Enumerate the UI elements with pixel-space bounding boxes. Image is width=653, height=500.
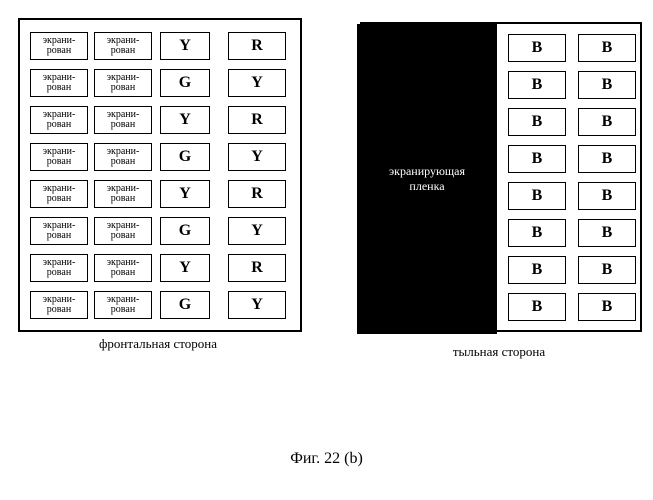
front-cell: G [160,143,210,171]
front-cell: Y [228,69,286,97]
back-cell: B [578,219,636,247]
front-cell: экрани- рован [30,217,88,245]
front-cell: R [228,106,286,134]
front-cell: G [160,69,210,97]
front-cell: экрани- рован [30,32,88,60]
front-cell: экрани- рован [30,69,88,97]
front-cell: экрани- рован [30,143,88,171]
back-cell: B [578,71,636,99]
back-cell: B [578,256,636,284]
front-cell: экрани- рован [94,106,152,134]
back-cell: B [578,34,636,62]
shielding-film: экранирующая пленка [357,24,497,334]
front-cell: экрани- рован [94,217,152,245]
front-cell: R [228,32,286,60]
back-cell: B [508,145,566,173]
front-cell: Y [160,32,210,60]
back-cell: B [578,108,636,136]
front-cell: экрани- рован [30,106,88,134]
front-cell: экрани- рован [94,254,152,282]
back-cell: B [508,293,566,321]
front-cell: Y [160,180,210,208]
front-cell: Y [228,143,286,171]
front-caption: фронтальная сторона [18,336,298,352]
front-cell: R [228,254,286,282]
back-cell: B [508,256,566,284]
back-caption: тыльная сторона [360,344,638,360]
front-cell: экрани- рован [94,32,152,60]
front-cell: Y [228,291,286,319]
back-cell: B [508,71,566,99]
front-cell: Y [160,106,210,134]
front-cell: G [160,217,210,245]
shielding-film-label: экранирующая пленка [389,164,465,194]
figure-wrap: экрани- рованэкрани- рованYRэкрани- рова… [0,0,653,500]
front-cell: R [228,180,286,208]
front-cell: экрани- рован [94,291,152,319]
back-cell: B [508,219,566,247]
front-cell: G [160,291,210,319]
front-cell: экрани- рован [30,291,88,319]
front-cell: экрани- рован [94,180,152,208]
front-cell: экрани- рован [94,143,152,171]
back-cell: B [508,182,566,210]
back-cell: B [508,34,566,62]
back-cell: B [508,108,566,136]
front-cell: экрани- рован [30,254,88,282]
front-cell: экрани- рован [30,180,88,208]
back-cell: B [578,293,636,321]
front-cell: Y [228,217,286,245]
figure-label: Фиг. 22 (b) [0,450,653,468]
back-cell: B [578,145,636,173]
front-panel: экрани- рованэкрани- рованYRэкрани- рова… [18,18,302,332]
back-cell: B [578,182,636,210]
front-cell: Y [160,254,210,282]
front-cell: экрани- рован [94,69,152,97]
